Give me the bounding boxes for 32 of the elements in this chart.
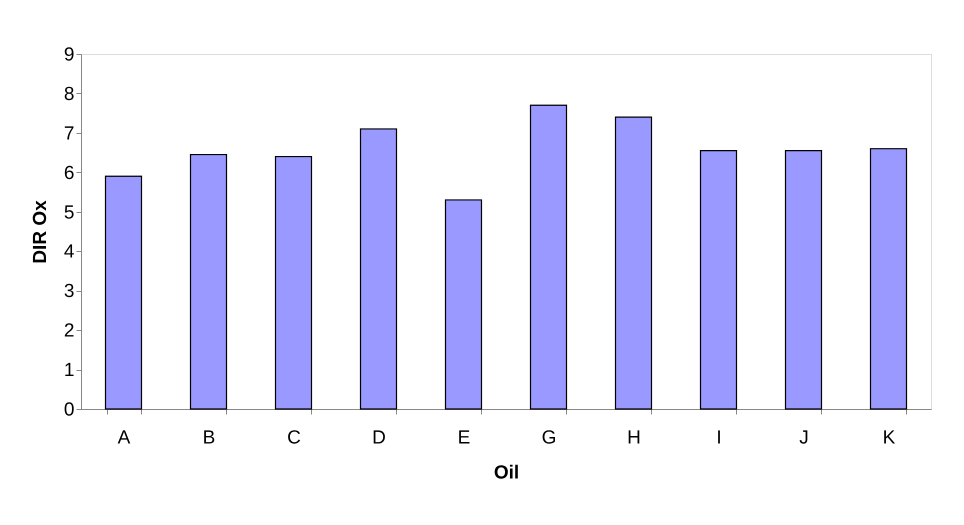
y-tick-label: 8 [64, 84, 74, 105]
bar [360, 128, 398, 410]
x-tick-label: G [542, 428, 556, 448]
x-tick-label: J [799, 428, 809, 448]
bar [274, 156, 312, 410]
bar [700, 150, 738, 410]
y-tick-label: 9 [64, 44, 74, 66]
bar [614, 116, 652, 410]
y-tick-label: 2 [64, 320, 74, 342]
bar [444, 199, 482, 410]
bar [190, 154, 228, 410]
x-tick-label: I [716, 428, 722, 448]
y-tick-label: 7 [64, 123, 74, 144]
y-tick-label: 3 [64, 281, 74, 302]
bar [784, 150, 822, 410]
y-tick-label: 4 [64, 242, 75, 263]
x-tick-label: C [287, 428, 301, 448]
x-tick-label: K [882, 428, 896, 448]
bar [870, 148, 908, 410]
x-tick-label: E [458, 428, 470, 448]
y-tick-label: 0 [64, 400, 74, 420]
bar [104, 176, 142, 410]
y-tick-label: 6 [64, 162, 74, 184]
y-tick-label: 5 [64, 202, 74, 224]
y-axis-title: DIR Ox [30, 200, 51, 264]
x-tick-label: D [372, 428, 386, 448]
x-tick-label: H [627, 428, 641, 448]
x-axis-title: Oil [494, 462, 520, 484]
x-tick-label: B [202, 428, 216, 448]
y-tick-label: 1 [64, 360, 74, 382]
bar [530, 104, 568, 410]
x-tick-label: A [118, 428, 131, 448]
